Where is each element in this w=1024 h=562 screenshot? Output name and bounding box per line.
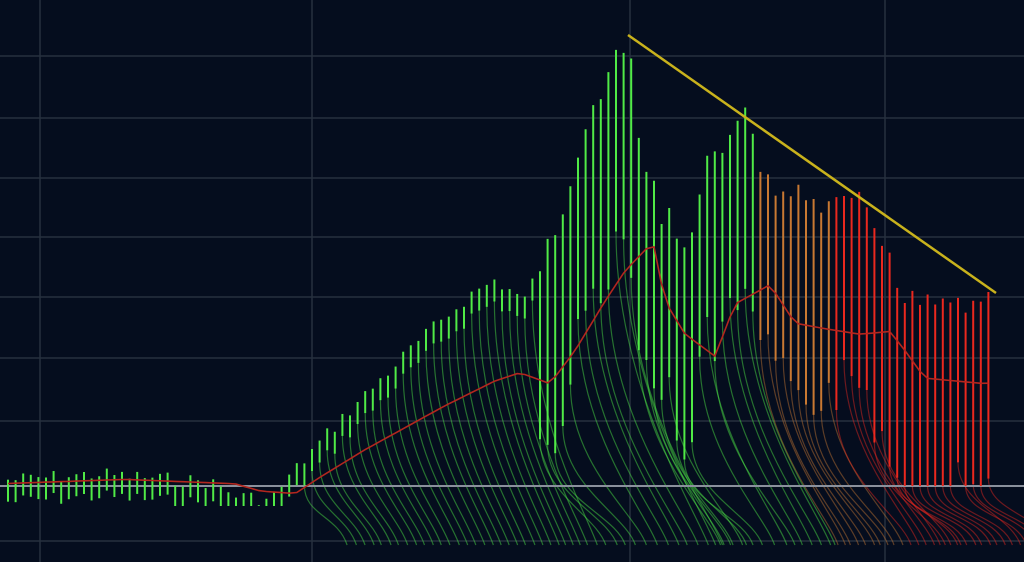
trail [858,387,936,546]
trail [980,485,1024,525]
trail [600,303,688,546]
trail [661,399,734,546]
trail [904,485,968,546]
trail [934,485,998,546]
trail [752,311,836,546]
trail [759,340,839,546]
trail [919,485,983,546]
trail [889,466,959,546]
trail [524,318,589,546]
trail [737,310,822,546]
trail [965,485,1024,542]
trail [729,297,813,546]
trail [372,410,426,546]
trend-line [627,33,997,295]
trail [448,338,510,546]
trail [410,367,469,546]
trail [592,288,680,546]
trail [949,485,1013,546]
trail [873,442,946,546]
trail [653,388,732,546]
trail [326,450,375,546]
trail [699,356,776,546]
trail [835,409,912,546]
trail [676,440,748,546]
bars [7,49,990,506]
trail [843,360,920,546]
trail [402,373,460,546]
trail [630,277,724,546]
trail [911,485,977,546]
trail [577,319,658,546]
trail [486,306,552,546]
trail [691,442,764,546]
trail [790,381,867,546]
trail [341,435,392,546]
trail [554,453,626,546]
trail [478,310,544,546]
trail [683,459,754,546]
trail [433,343,494,546]
trail [775,360,852,546]
trail [721,321,803,546]
trail [569,384,647,546]
trail [607,289,699,546]
trails [303,231,1024,546]
trail [942,485,1006,546]
trail [364,413,418,546]
trail [957,462,1022,546]
trail [319,462,366,546]
trail [531,300,598,546]
average-line [7,245,989,495]
trail [379,400,434,546]
trail [820,410,895,546]
trail [782,358,860,546]
trail [585,310,669,546]
trail [417,362,477,546]
trail [987,478,1024,519]
trail [714,361,796,546]
trail [509,311,574,546]
trail [501,311,567,546]
trail [615,231,709,546]
trail [471,313,536,546]
trail [828,382,904,546]
trail [881,431,952,546]
trail [440,341,502,546]
trail [516,315,581,546]
trail [539,439,607,546]
trail [896,477,962,546]
trail [547,444,618,546]
trail [303,485,348,546]
trail [463,328,527,546]
trail [851,376,927,546]
trail [623,239,717,546]
trail [493,301,560,546]
trail [813,414,889,546]
trail [668,377,744,546]
trail [706,317,788,546]
trail [767,334,846,546]
trail [805,404,881,546]
trail [349,437,400,546]
trail [645,359,725,546]
trail [387,397,442,546]
trail [744,288,832,546]
trail [638,350,722,546]
trail [455,331,519,546]
trail [357,423,409,546]
trail [562,426,636,546]
trail [425,350,486,546]
trail [972,484,1024,531]
trail [927,485,992,546]
trail [395,388,451,546]
